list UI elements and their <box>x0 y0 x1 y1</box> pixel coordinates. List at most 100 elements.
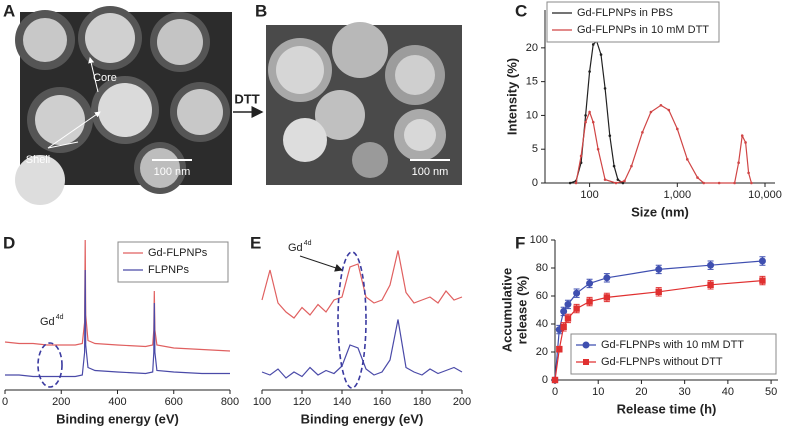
x-tick-label: 50 <box>765 386 777 398</box>
panel-label: F <box>515 233 525 252</box>
panel-label: E <box>250 233 261 252</box>
annotation-sup: 4d <box>56 314 64 321</box>
marker <box>603 274 611 282</box>
annotation: Gd <box>288 242 303 254</box>
y-tick-label: 80 <box>536 262 548 274</box>
y-tick-label: 10 <box>526 109 538 121</box>
marker <box>588 110 591 114</box>
marker <box>623 179 626 183</box>
series-line <box>261 319 463 379</box>
marker <box>759 277 766 284</box>
marker <box>696 176 699 179</box>
series-line <box>5 269 230 378</box>
y-axis-label: Intensity (%) <box>504 58 519 135</box>
x-axis-label: Size (nm) <box>631 204 689 219</box>
annotation-sup: 4d <box>304 240 312 247</box>
y-tick-label: 60 <box>536 290 548 302</box>
tem-image-a: Core Shell 100 nm <box>15 6 232 205</box>
y-tick-label: 40 <box>536 318 548 330</box>
marker <box>740 134 744 137</box>
marker <box>556 346 563 353</box>
marker <box>586 279 594 287</box>
marker <box>616 178 620 181</box>
marker <box>568 181 572 185</box>
label-core: Core <box>93 72 117 84</box>
y-axis-label: release (%) <box>514 276 529 345</box>
marker <box>591 120 595 124</box>
marker <box>551 376 559 384</box>
legend-label: Gd-FLPNPs in PBS <box>577 7 673 19</box>
x-tick-label: 20 <box>635 386 647 398</box>
marker <box>599 53 603 56</box>
series-line <box>554 280 763 381</box>
series-line <box>554 260 763 381</box>
y-tick-label: 0 <box>532 177 538 189</box>
x-tick-label: 160 <box>373 396 391 408</box>
marker <box>707 281 714 288</box>
marker <box>560 323 567 330</box>
marker <box>750 181 753 185</box>
x-tick-label: 0 <box>552 386 558 398</box>
y-tick-label: 0 <box>542 374 548 386</box>
marker <box>608 134 612 137</box>
annotation-ellipse <box>37 342 63 388</box>
x-tick-label: 400 <box>108 396 126 408</box>
legend-label: Gd-FLPNPs in 10 mM DTT <box>577 24 709 36</box>
annotation-ellipse <box>337 251 367 389</box>
marker <box>667 108 671 112</box>
annotation: Gd <box>40 316 55 328</box>
marker <box>586 298 593 305</box>
legend-label: Gd-FLPNPs with 10 mM DTT <box>601 339 744 351</box>
marker <box>737 161 740 165</box>
series-line <box>261 250 463 319</box>
x-tick-label: 100 <box>580 189 598 201</box>
panel-label: C <box>515 1 527 20</box>
marker <box>584 120 587 124</box>
marker <box>579 154 583 158</box>
marker <box>744 141 747 144</box>
marker <box>603 294 611 301</box>
scale-bar-label: 100 nm <box>154 166 191 178</box>
x-tick-label: 10,000 <box>748 189 782 201</box>
marker <box>560 307 568 315</box>
legend-label: FLPNPs <box>148 264 189 276</box>
marker <box>573 289 581 297</box>
marker <box>603 87 607 90</box>
x-tick-label: 600 <box>165 396 183 408</box>
y-tick-label: 15 <box>526 76 538 88</box>
marker <box>574 181 578 185</box>
legend-swatch <box>582 341 590 349</box>
x-tick-label: 200 <box>52 396 70 408</box>
marker <box>686 158 689 161</box>
y-axis-label: Accumulative <box>499 268 514 353</box>
marker <box>603 178 607 181</box>
annotation-arrow <box>299 255 343 272</box>
y-tick-label: 20 <box>536 346 548 358</box>
marker <box>655 265 663 273</box>
legend-box <box>117 241 229 283</box>
marker <box>649 110 653 114</box>
y-tick-label: 100 <box>530 234 548 246</box>
marker <box>747 171 750 175</box>
marker <box>659 103 663 107</box>
marker <box>641 131 644 134</box>
x-tick-label: 200 <box>453 396 471 408</box>
marker <box>614 181 618 185</box>
panel-label: D <box>3 233 15 252</box>
marker <box>584 114 587 117</box>
marker <box>758 257 766 265</box>
marker <box>591 43 595 46</box>
x-axis-label: Release time (h) <box>617 401 717 416</box>
x-axis-label: Binding energy (eV) <box>56 411 179 426</box>
tem-image-b: 100 nm <box>266 22 462 185</box>
panel-label: A <box>3 1 15 20</box>
x-tick-label: 180 <box>413 396 431 408</box>
marker <box>564 300 572 308</box>
marker <box>733 181 736 185</box>
x-tick-label: 30 <box>679 386 691 398</box>
legend-box <box>546 1 720 43</box>
marker <box>717 181 721 185</box>
marker <box>707 261 715 269</box>
x-tick-label: 1,000 <box>664 189 692 201</box>
